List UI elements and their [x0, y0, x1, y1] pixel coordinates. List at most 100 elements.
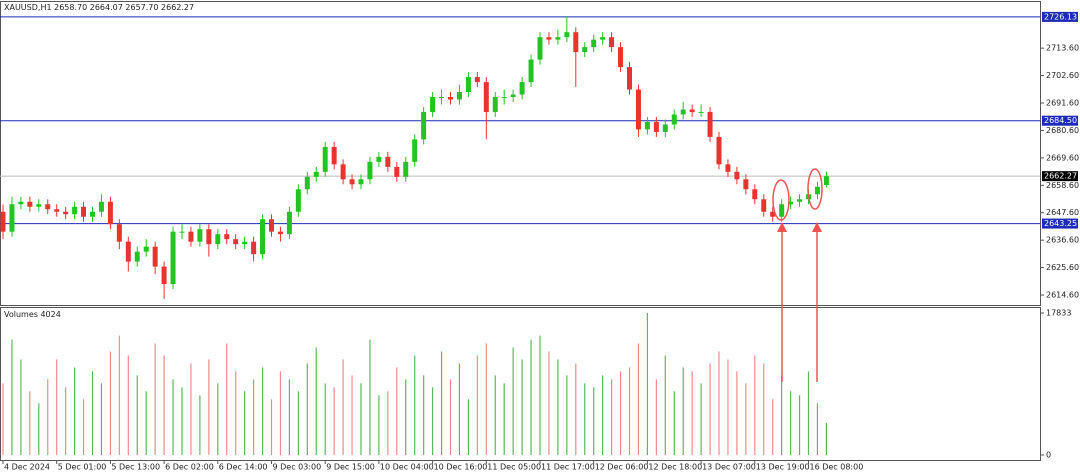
x-tick-label: 12 Dec 06:00	[595, 463, 649, 472]
candle-body	[215, 234, 221, 245]
candle-body	[161, 266, 167, 285]
annotations	[772, 168, 823, 382]
candle-body	[260, 219, 266, 255]
x-tick-label: 16 Dec 08:00	[810, 463, 864, 472]
highlight-ellipse	[807, 168, 823, 210]
candle-body	[170, 231, 176, 285]
y-tick-label: 2680.60	[1046, 126, 1079, 135]
candle-body	[81, 206, 87, 217]
candle-body	[582, 47, 588, 53]
candle-body	[689, 109, 695, 112]
candle-body	[770, 211, 776, 217]
candle-body	[707, 111, 713, 137]
candle-body	[725, 164, 731, 172]
arrow-head	[777, 222, 787, 232]
candle-body	[814, 186, 820, 195]
candle-body	[456, 92, 462, 100]
candle-body	[331, 146, 337, 165]
candle-body	[680, 109, 686, 115]
candle-body	[206, 229, 212, 245]
candle-body	[797, 199, 803, 202]
candle-body	[546, 37, 552, 40]
candle-body	[224, 234, 230, 240]
candle-body	[761, 199, 767, 212]
header: XAUUSD,H1 2658.70 2664.07 2657.70 2662.2…	[4, 3, 194, 12]
candle-body	[340, 164, 346, 180]
candle-body	[322, 146, 328, 172]
candle-body	[197, 229, 203, 242]
highlight-ellipse	[772, 179, 790, 221]
candle-body	[743, 179, 749, 190]
candle-body	[439, 97, 445, 99]
candle-body	[269, 219, 274, 232]
candle-body	[644, 121, 650, 130]
candle-body	[98, 201, 104, 212]
quote-high: 2664.07	[90, 3, 123, 12]
candle-body	[242, 241, 248, 245]
x-tick-label: 6 Dec 14:00	[219, 463, 268, 472]
candle-body	[779, 204, 785, 217]
candle-body	[358, 179, 364, 185]
current-price-box	[1042, 171, 1078, 182]
candle-body	[555, 37, 561, 40]
candle-body	[116, 224, 122, 242]
arrow-head	[812, 222, 822, 232]
candle-body	[734, 171, 740, 180]
y-tick-label: 2625.60	[1046, 263, 1079, 272]
volume-pane	[0, 307, 1041, 461]
candle-body	[537, 37, 543, 60]
candle-body	[18, 201, 24, 205]
candle-body	[501, 97, 507, 99]
candle-body	[403, 161, 409, 177]
x-tick-label: 10 Dec 04:00	[380, 463, 434, 472]
candle-body	[519, 82, 525, 95]
candle-body	[591, 39, 597, 48]
candle-body	[9, 204, 15, 232]
candle-body	[90, 211, 95, 217]
level-box	[1042, 218, 1078, 229]
y-tick-label: 2702.60	[1046, 71, 1079, 80]
candle-body	[788, 201, 794, 205]
candle-body	[430, 97, 436, 112]
candle-body	[233, 239, 239, 245]
x-tick-label: 9 Dec 03:00	[273, 463, 322, 472]
candle-body	[752, 189, 758, 200]
quote-low: 2657.70	[125, 3, 158, 12]
candle-body	[716, 136, 722, 165]
y-tick-label: 2614.60	[1046, 291, 1079, 300]
candle-body	[671, 114, 677, 125]
candle-body	[125, 241, 131, 262]
candle-body	[152, 246, 158, 267]
x-tick-label: 5 Dec 13:00	[111, 463, 160, 472]
x-tick-label: 10 Dec 16:00	[434, 463, 488, 472]
y-tick-label: 2658.60	[1046, 181, 1079, 190]
candle-body	[304, 176, 310, 190]
x-tick-label: 13 Dec 07:00	[702, 463, 756, 472]
y-tick-label: 2669.60	[1046, 153, 1079, 162]
candle-body	[662, 124, 668, 132]
plot: 2614.60 2625.60 2636.60 2647.60 2658.60 2669.…	[0, 11, 1079, 472]
candle-body	[376, 156, 382, 162]
candle-body	[618, 47, 624, 68]
level-label: 2726.13	[1044, 12, 1077, 21]
x-tick-label: 9 Dec 15:00	[326, 463, 375, 472]
candle-body	[286, 211, 292, 235]
candle-body	[54, 209, 60, 212]
candle-body	[143, 246, 149, 252]
candle-body	[510, 94, 516, 98]
symbol: XAUUSD,H1	[4, 3, 52, 12]
candle-body	[295, 189, 301, 212]
current-price-label: 2662.27	[1044, 172, 1077, 181]
candle-body	[251, 241, 257, 255]
candle-body	[277, 231, 283, 235]
candle-body	[421, 111, 427, 140]
candle-body	[63, 211, 69, 215]
price-pane	[0, 1, 1041, 306]
candle-body	[107, 201, 113, 225]
level-label: 2643.25	[1044, 219, 1077, 228]
x-tick-label: 11 Dec 17:00	[541, 463, 595, 472]
candle-body	[188, 231, 194, 242]
candle-body	[474, 77, 480, 83]
candle-body	[653, 121, 659, 132]
